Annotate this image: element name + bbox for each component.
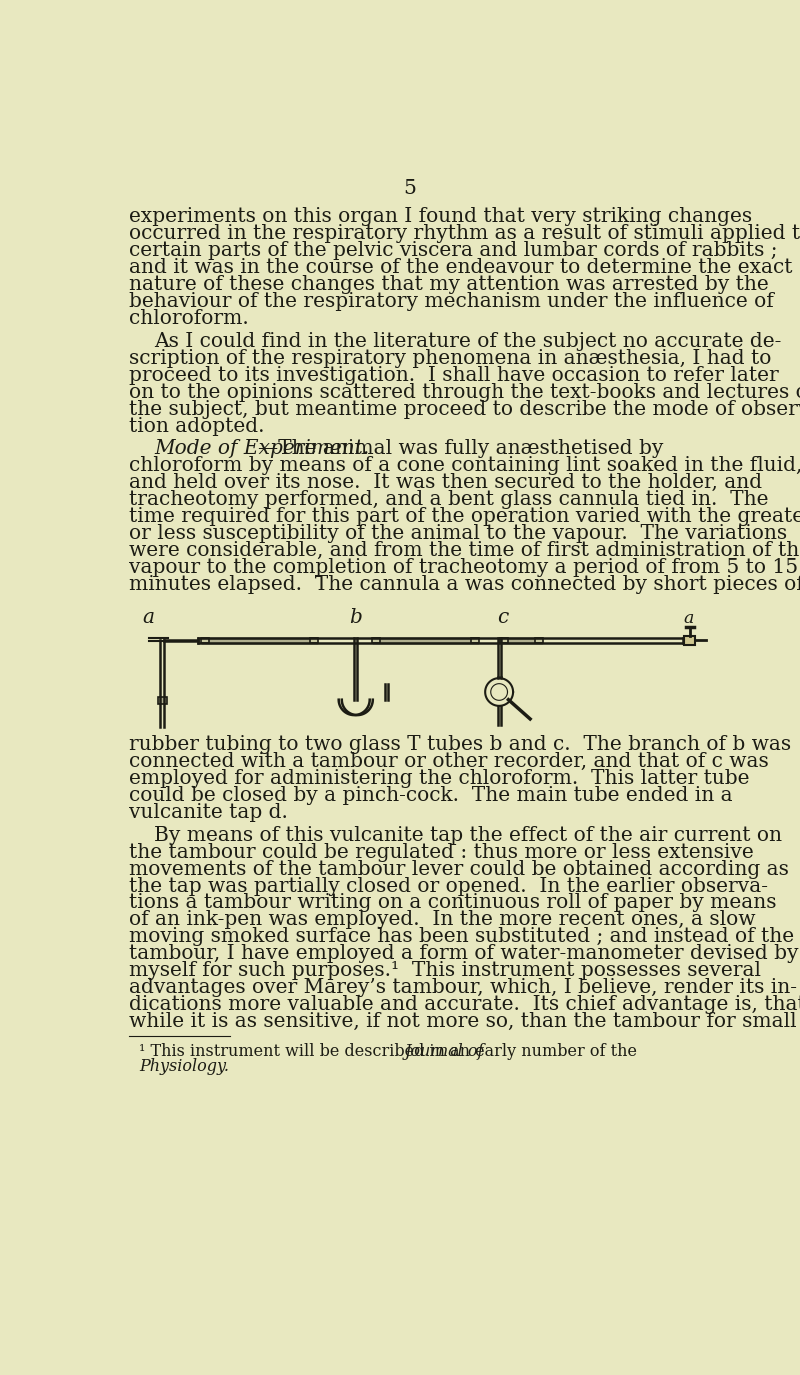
Text: vulcanite tap d.: vulcanite tap d.	[130, 803, 288, 822]
Text: tambour, I have employed a form of water-manometer devised by: tambour, I have employed a form of water…	[130, 945, 799, 964]
Text: movements of the tambour lever could be obtained according as: movements of the tambour lever could be …	[130, 859, 790, 879]
Text: —The animal was fully anæsthetised by: —The animal was fully anæsthetised by	[258, 440, 663, 458]
Text: minutes elapsed.  The cannula a was connected by short pieces of: minutes elapsed. The cannula a was conne…	[130, 575, 800, 594]
Text: the tambour could be regulated : thus more or less extensive: the tambour could be regulated : thus mo…	[130, 843, 754, 862]
Text: on to the opinions scattered through the text-books and lectures on: on to the opinions scattered through the…	[130, 382, 800, 402]
Text: c: c	[498, 608, 509, 627]
Text: As I could find in the literature of the subject no accurate de-: As I could find in the literature of the…	[154, 331, 782, 351]
Text: moving smoked surface has been substituted ; and instead of the: moving smoked surface has been substitut…	[130, 927, 794, 946]
Text: myself for such purposes.¹  This instrument possesses several: myself for such purposes.¹ This instrume…	[130, 961, 762, 980]
Text: chloroform by means of a cone containing lint soaked in the fluid,: chloroform by means of a cone containing…	[130, 456, 800, 476]
Text: time required for this part of the operation varied with the greater: time required for this part of the opera…	[130, 507, 800, 527]
Text: ¹ This instrument will be described in an early number of the: ¹ This instrument will be described in a…	[139, 1042, 642, 1060]
Text: 5: 5	[403, 179, 417, 198]
Text: Physiology.: Physiology.	[139, 1057, 230, 1075]
Text: or less susceptibility of the animal to the vapour.  The variations: or less susceptibility of the animal to …	[130, 524, 787, 543]
Text: employed for administering the chloroform.  This latter tube: employed for administering the chlorofor…	[130, 769, 750, 788]
Text: connected with a tambour or other recorder, and that of c was: connected with a tambour or other record…	[130, 752, 770, 771]
Text: nature of these changes that my attention was arrested by the: nature of these changes that my attentio…	[130, 275, 770, 294]
Text: a: a	[143, 608, 155, 627]
Text: behaviour of the respiratory mechanism under the influence of: behaviour of the respiratory mechanism u…	[130, 292, 774, 311]
Text: and it was in the course of the endeavour to determine the exact: and it was in the course of the endeavou…	[130, 258, 793, 278]
Text: vapour to the completion of tracheotomy a period of from 5 to 15: vapour to the completion of tracheotomy …	[130, 558, 798, 577]
Bar	[684, 635, 695, 645]
Text: of an ink-pen was employed.  In the more recent ones, a slow: of an ink-pen was employed. In the more …	[130, 910, 756, 930]
Text: scription of the respiratory phenomena in anæsthesia, I had to: scription of the respiratory phenomena i…	[130, 349, 772, 367]
Bar	[471, 638, 479, 644]
Text: and held over its nose.  It was then secured to the holder, and: and held over its nose. It was then secu…	[130, 473, 762, 492]
Text: the subject, but meantime proceed to describe the mode of observa-: the subject, but meantime proceed to des…	[130, 400, 800, 418]
Bar	[158, 697, 167, 704]
Text: were considerable, and from the time of first administration of the: were considerable, and from the time of …	[130, 542, 800, 560]
Text: advantages over Marey’s tambour, which, I believe, render its in-: advantages over Marey’s tambour, which, …	[130, 978, 798, 997]
Bar	[534, 638, 542, 644]
Text: Journal of: Journal of	[405, 1042, 484, 1060]
Bar	[372, 638, 380, 644]
Text: chloroform.: chloroform.	[130, 309, 250, 329]
Text: Mode of Experiment.: Mode of Experiment.	[154, 440, 370, 458]
Text: certain parts of the pelvic viscera and lumbar cords of rabbits ;: certain parts of the pelvic viscera and …	[130, 241, 778, 260]
Text: occurred in the respiratory rhythm as a result of stimuli applied to: occurred in the respiratory rhythm as a …	[130, 224, 800, 243]
Text: dications more valuable and accurate.  Its chief advantage is, that: dications more valuable and accurate. It…	[130, 996, 800, 1015]
Bar	[500, 638, 508, 644]
Bar	[310, 638, 318, 644]
Text: tions a tambour writing on a continuous roll of paper by means: tions a tambour writing on a continuous …	[130, 894, 777, 913]
Text: a: a	[684, 609, 694, 627]
Text: By means of this vulcanite tap the effect of the air current on: By means of this vulcanite tap the effec…	[154, 826, 782, 844]
Text: b: b	[350, 608, 362, 627]
Text: tracheotomy performed, and a bent glass cannula tied in.  The: tracheotomy performed, and a bent glass …	[130, 491, 769, 509]
Text: could be closed by a pinch-cock.  The main tube ended in a: could be closed by a pinch-cock. The mai…	[130, 786, 733, 804]
Text: experiments on this organ I found that very striking changes: experiments on this organ I found that v…	[130, 208, 753, 227]
Text: rubber tubing to two glass T tubes b and c.  The branch of b was: rubber tubing to two glass T tubes b and…	[130, 736, 791, 754]
Bar	[201, 638, 209, 644]
Text: tion adopted.: tion adopted.	[130, 417, 265, 436]
Text: while it is as sensitive, if not more so, than the tambour for small: while it is as sensitive, if not more so…	[130, 1012, 797, 1031]
Text: proceed to its investigation.  I shall have occasion to refer later: proceed to its investigation. I shall ha…	[130, 366, 779, 385]
Text: the tap was partially closed or opened.  In the earlier observa-: the tap was partially closed or opened. …	[130, 876, 769, 895]
